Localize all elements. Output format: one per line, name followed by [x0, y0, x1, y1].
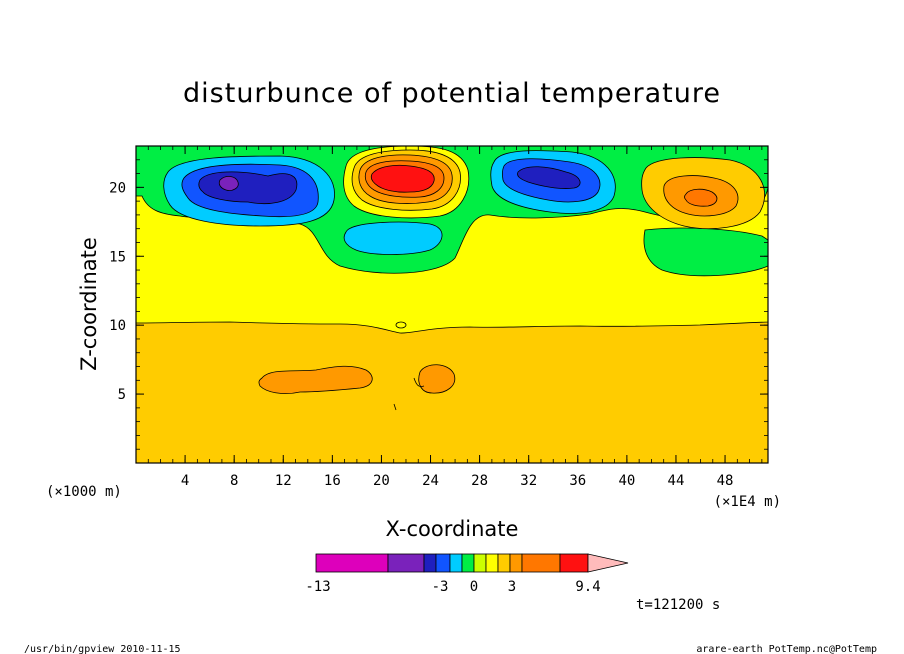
region-cold-cell-x8 — [218, 176, 239, 191]
y-tick-label: 20 — [109, 180, 126, 196]
colorbar-segment — [449, 553, 463, 573]
region-cold-cell-x22-z17 — [343, 221, 443, 255]
x-tick-label: 4 — [181, 473, 189, 489]
colorbar-arrow — [587, 553, 629, 573]
region-warm-patches-z6 — [258, 365, 373, 394]
colorbar-segment — [497, 553, 511, 573]
colorbar-segment — [473, 553, 487, 573]
colorbar-segment — [423, 553, 437, 573]
region-warm-cell-x46 — [684, 188, 718, 207]
y-tick-label: 15 — [109, 249, 126, 265]
x-tick-label: 32 — [520, 473, 537, 489]
colorbar-label-4: 3 — [508, 579, 516, 595]
x-tick-label: 20 — [373, 473, 390, 489]
region-warm-cell-x21 — [370, 164, 435, 193]
x-unit-left: (×1000 m) — [46, 484, 122, 500]
colorbar-segment — [521, 553, 561, 573]
colorbar-segment — [559, 553, 589, 573]
x-tick-label: 12 — [275, 473, 292, 489]
colorbar-label-2: -3 — [432, 579, 449, 595]
chart-title: disturbunce of potential temperature — [183, 78, 721, 109]
region-green-pocket — [643, 227, 769, 277]
colorbar-segment — [387, 553, 425, 573]
colorbar-label-3: 0 — [470, 579, 478, 595]
footer-right: arare-earth_PotTemp.nc@PotTemp — [696, 644, 877, 654]
x-tick-label: 8 — [230, 473, 238, 489]
x-tick-label: 16 — [324, 473, 341, 489]
y-tick-label: 10 — [109, 318, 126, 334]
x-axis: 4 8 12 16 20 24 28 32 36 40 44 48 — [181, 146, 734, 489]
colorbar-segment — [315, 553, 389, 573]
colorbar-label-5: 9.4 — [575, 579, 600, 595]
x-tick-label: 40 — [618, 473, 635, 489]
x-unit-right: (×1E4 m) — [714, 494, 781, 510]
x-tick-label: 24 — [422, 473, 439, 489]
colorbar-segment — [509, 553, 523, 573]
x-axis-label: X-coordinate — [386, 517, 519, 541]
y-axis: 5 10 15 20 — [109, 180, 768, 403]
x-tick-label: 44 — [668, 473, 685, 489]
colorbar-segment — [435, 553, 451, 573]
y-axis-label: Z-coordinate — [77, 237, 101, 371]
colorbar-segment — [485, 553, 499, 573]
x-tick-label: 48 — [717, 473, 734, 489]
colorbar-label-1: -13 — [305, 579, 330, 595]
footer-left: /usr/bin/gpview 2010-11-15 — [24, 644, 181, 654]
x-tick-label: 28 — [471, 473, 488, 489]
colorbar-segment — [461, 553, 475, 573]
y-tick-label: 5 — [118, 387, 126, 403]
x-tick-label: 36 — [569, 473, 586, 489]
plot-area — [135, 145, 769, 464]
region-cold-cell-x33 — [517, 166, 581, 189]
colorbar — [315, 553, 629, 573]
time-label: t=121200 s — [636, 597, 720, 613]
colorbar-labels: -13 -3 0 3 9.4 — [305, 579, 600, 595]
